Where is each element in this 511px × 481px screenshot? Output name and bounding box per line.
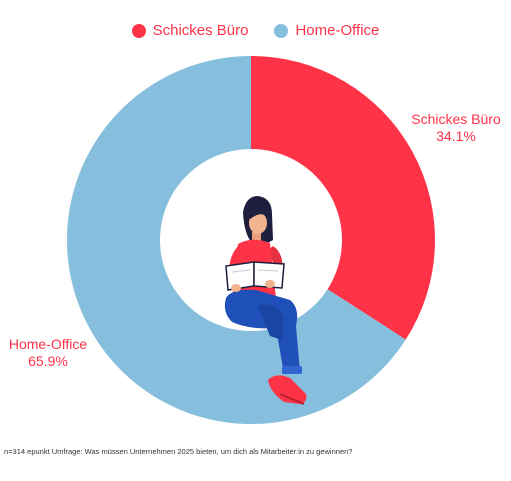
woman-reading-book-icon <box>224 196 307 405</box>
slice-label-home-office-value: 65.9% <box>28 353 68 369</box>
donut-slice-schickes-buero <box>251 56 435 340</box>
slice-label-home-office-name: Home-Office <box>9 336 88 352</box>
legend-label-home-office: Home-Office <box>295 22 380 39</box>
legend-label-schickes-buero: Schickes Büro <box>152 22 249 39</box>
slice-label-schickes-buero-value: 34.1% <box>436 128 476 144</box>
legend-item-home-office: Home-Office <box>274 22 379 39</box>
slice-label-home-office: Home-Office 65.9% <box>9 336 88 369</box>
donut-slices <box>67 56 435 425</box>
slice-label-schickes-buero: Schickes Büro 34.1% <box>411 111 501 144</box>
legend-dot-schickes-buero <box>131 23 146 38</box>
chart-legend: Schickes Büro Home-Office <box>0 22 511 39</box>
legend-item-schickes-buero: Schickes Büro <box>131 22 249 39</box>
slice-label-schickes-buero-name: Schickes Büro <box>411 111 501 127</box>
donut-slice-home-office <box>67 56 406 425</box>
legend-dot-home-office <box>274 23 289 38</box>
footnote: n=314 epunkt Umfrage: Was müssen Unterne… <box>4 447 353 456</box>
